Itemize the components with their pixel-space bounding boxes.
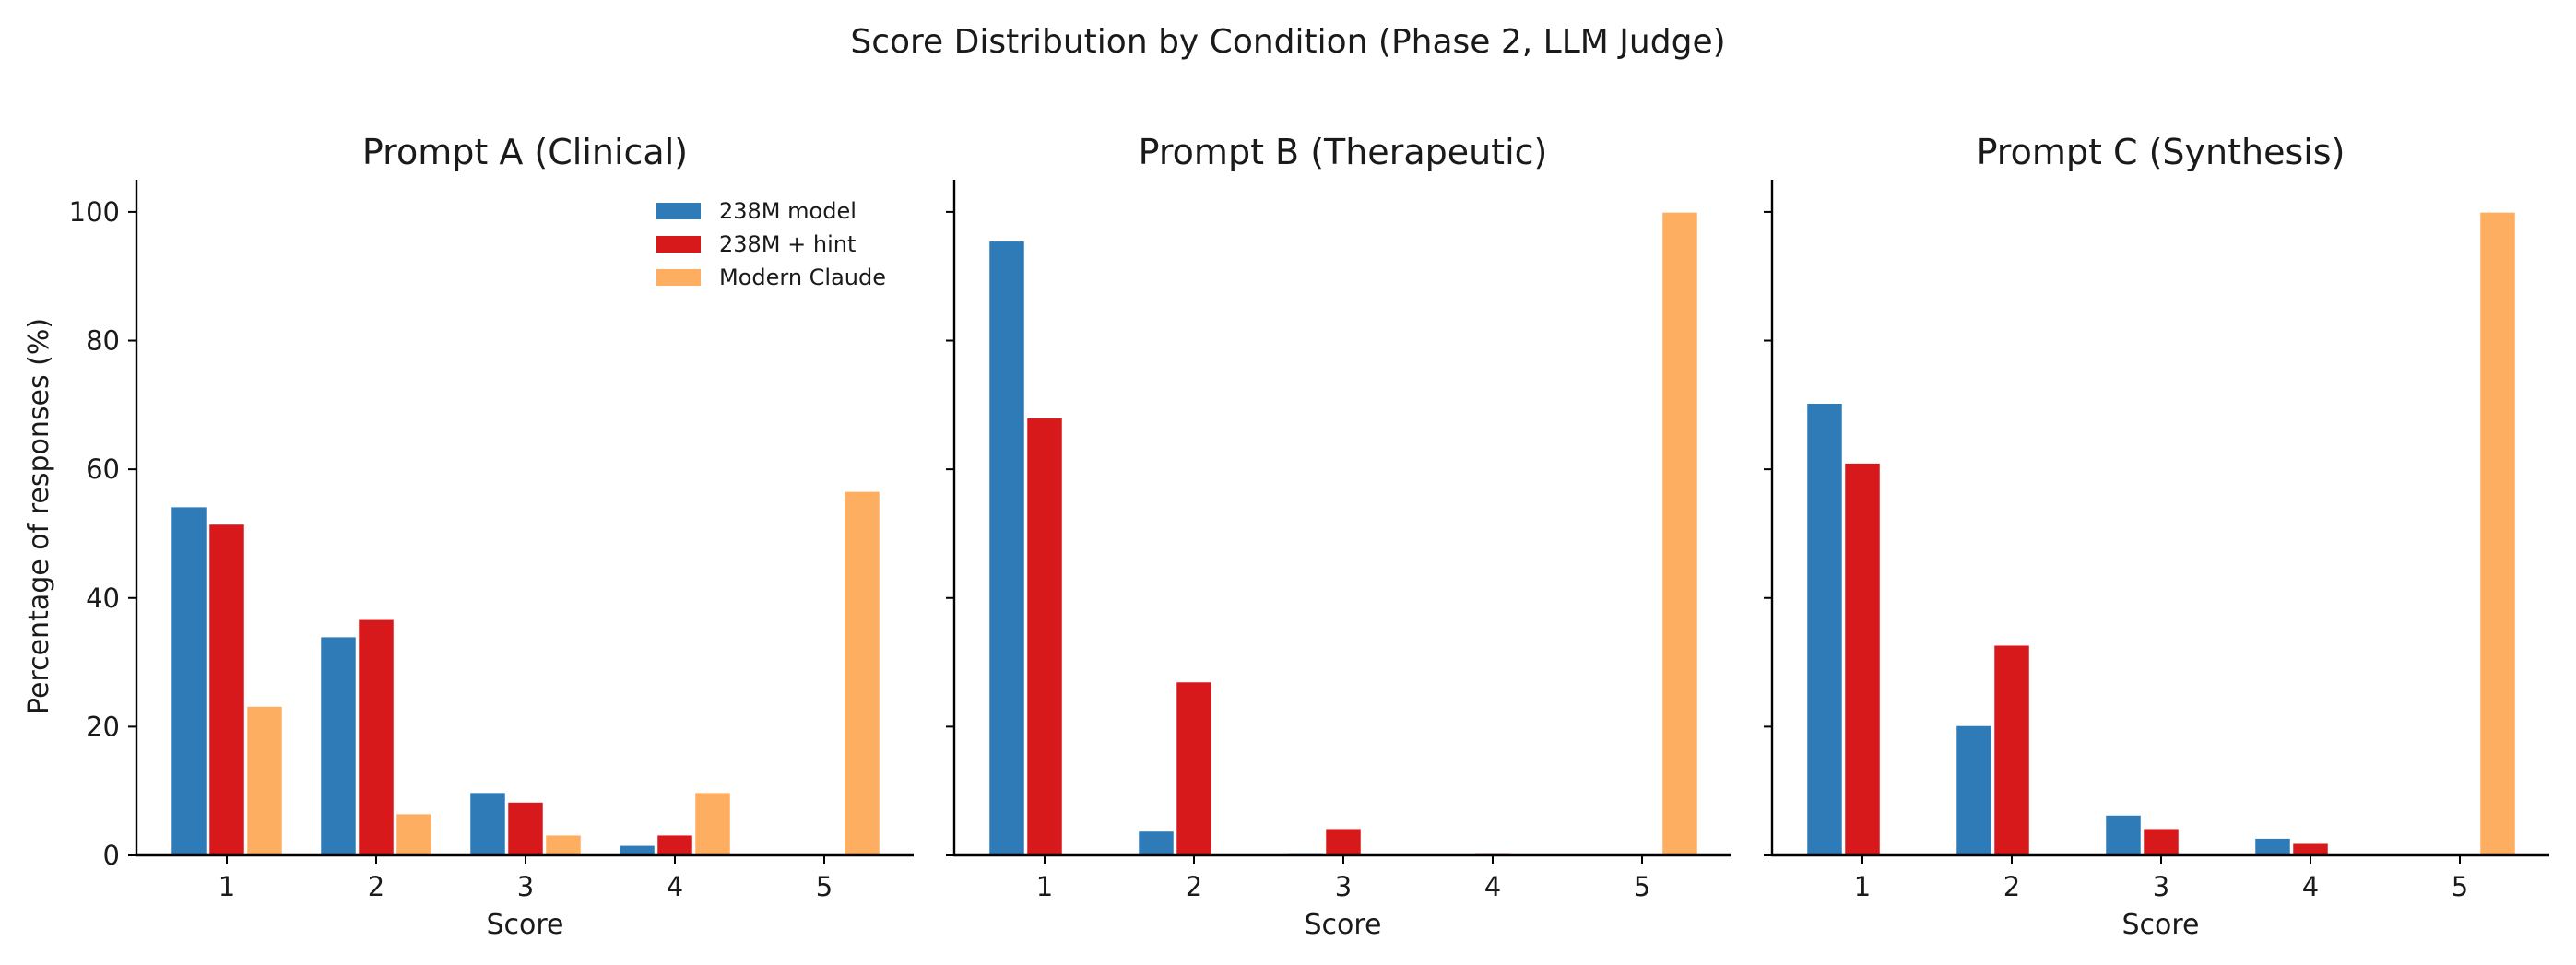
- bar-238m-hint-score-3: [2142, 827, 2180, 856]
- legend-swatch: [656, 269, 701, 286]
- x-axis-label: Score: [1304, 909, 1381, 941]
- x-axis-label: Score: [486, 909, 563, 941]
- x-tick-label: 2: [1186, 871, 1202, 902]
- x-tick-label: 1: [1036, 871, 1053, 902]
- bar-238m-model-score-2: [1137, 830, 1176, 856]
- bar-modern-claude-score-3: [544, 833, 583, 856]
- legend-label: 238M + hint: [719, 231, 856, 257]
- panel-2: Prompt B (Therapeutic) 1 2 3 4 5 Score: [946, 132, 1731, 941]
- panel-title: Prompt B (Therapeutic): [1139, 132, 1548, 172]
- bar-238m-model-score-1: [987, 240, 1026, 856]
- y-tick-label: 0: [103, 840, 120, 871]
- bar-modern-claude-score-5: [1660, 211, 1699, 856]
- bar-238m-model-score-4: [618, 844, 656, 856]
- bar-238m-hint-score-1: [1025, 417, 1064, 856]
- y-tick-label: 80: [86, 325, 120, 357]
- x-tick-label: 3: [517, 871, 534, 902]
- bar-modern-claude-score-5: [2478, 211, 2517, 856]
- bar-238m-hint-score-2: [1175, 680, 1213, 856]
- x-tick-label: 1: [219, 871, 235, 902]
- panel-1: Prompt A (Clinical) 1 2 3 4 5 0 20 40 60 80 100 Scor…: [69, 132, 914, 941]
- bar-modern-claude-score-5: [843, 490, 881, 856]
- bar-238m-model-score-3: [468, 791, 507, 856]
- x-tick-label: 4: [667, 871, 683, 902]
- bar-238m-hint-score-3: [506, 801, 545, 856]
- panel-title: Prompt A (Clinical): [362, 132, 688, 172]
- y-tick-label: 40: [86, 583, 120, 614]
- legend-swatch: [656, 236, 701, 253]
- bar-238m-model-score-2: [319, 635, 358, 856]
- x-tick-label: 4: [1484, 871, 1501, 902]
- bar-modern-claude-score-4: [693, 791, 732, 856]
- x-tick-label: 4: [2302, 871, 2319, 902]
- x-tick-label: 3: [2153, 871, 2169, 902]
- x-axis-label: Score: [2121, 909, 2199, 941]
- legend-label: Modern Claude: [719, 265, 886, 290]
- x-tick-label: 2: [2003, 871, 2020, 902]
- x-tick-label: 5: [1634, 871, 1650, 902]
- bar-238m-hint-score-1: [1843, 462, 1882, 856]
- bar-238m-hint-score-2: [357, 618, 396, 856]
- bar-238m-hint-score-4: [656, 833, 694, 856]
- bar-238m-hint-score-3: [1324, 827, 1363, 856]
- bar-238m-model-score-4: [2253, 837, 2292, 856]
- y-axis-label: Percentage of responses (%): [23, 318, 55, 714]
- y-tick-label: 60: [86, 453, 120, 485]
- bar-238m-hint-score-4: [2291, 841, 2330, 856]
- bar-238m-hint-score-1: [207, 523, 246, 856]
- bar-238m-hint-score-2: [1992, 643, 2031, 856]
- bar-modern-claude-score-2: [395, 812, 433, 856]
- x-tick-label: 2: [368, 871, 384, 902]
- bar-238m-model-score-1: [1805, 402, 1844, 856]
- legend-swatch: [656, 203, 701, 219]
- chart-title: Score Distribution by Condition (Phase 2…: [850, 23, 1725, 61]
- x-tick-label: 5: [2452, 871, 2468, 902]
- bar-238m-model-score-1: [170, 505, 208, 856]
- bar-238m-model-score-2: [1955, 724, 1993, 856]
- x-tick-label: 1: [1854, 871, 1871, 902]
- legend: 238M model 238M + hint Modern Claude: [656, 198, 886, 290]
- legend-label: 238M model: [719, 198, 857, 224]
- bar-238m-model-score-3: [2104, 814, 2143, 856]
- panels-group: Prompt A (Clinical) 1 2 3 4 5 0 20 40 60 80 100 Scor…: [69, 132, 2549, 941]
- y-tick-label: 100: [69, 196, 120, 228]
- x-tick-label: 5: [816, 871, 833, 902]
- panel-title: Prompt C (Synthesis): [1977, 132, 2346, 172]
- panel-3: Prompt C (Synthesis) 1 2 3 4 5 Score: [1764, 132, 2549, 941]
- y-tick-label: 20: [86, 711, 120, 742]
- bar-modern-claude-score-1: [245, 705, 284, 856]
- x-tick-label: 3: [1335, 871, 1352, 902]
